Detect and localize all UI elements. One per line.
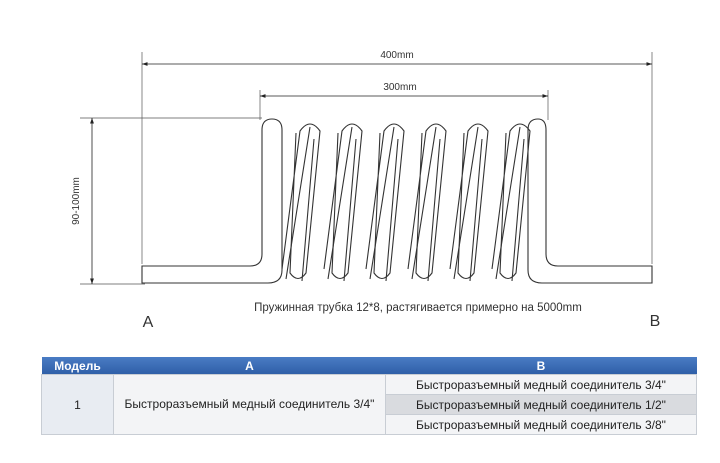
extension-lines: [80, 52, 653, 285]
coil-loop: [323, 123, 363, 280]
model-cell: 1: [41, 374, 114, 435]
b-connector-cell: Быстроразъемный медный соединитель 3/4": [385, 374, 697, 395]
coil-loop-edge: [327, 126, 357, 282]
tube-left-end: [141, 118, 283, 284]
header-b: B: [385, 357, 697, 375]
coil-loop: [407, 123, 447, 280]
coil-loop: [449, 123, 489, 280]
spring-tube-diagram: 400mm 300mm 90-100mm Пружинная трубка 12…: [71, 50, 661, 331]
coil-loop: [281, 123, 321, 280]
table-header-row: Модель A B: [41, 357, 697, 375]
coil-loop-edge: [369, 126, 399, 282]
header-a: A: [113, 357, 386, 375]
tube-right-end: [527, 118, 653, 284]
coil-loop-edge: [495, 126, 525, 282]
end-label-b: B: [650, 313, 661, 330]
table-row: 1 Быстроразъемный медный соединитель 3/4…: [41, 374, 697, 435]
end-label-a: A: [143, 314, 154, 331]
diagram-caption: Пружинная трубка 12*8, растягивается при…: [254, 302, 582, 314]
coil-loop: [365, 123, 405, 280]
a-connector-cell: Быстроразъемный медный соединитель 3/4": [113, 374, 386, 435]
spring-coil: [281, 123, 531, 282]
dim-overall-label: 400mm: [380, 50, 413, 61]
connector-table: Модель A B 1 Быстроразъемный медный соед…: [41, 357, 697, 435]
table-row: Быстроразъемный медный соединитель 1/2": [42, 394, 697, 415]
coil-loop: [491, 123, 531, 280]
b-connector-cell: Быстроразъемный медный соединитель 1/2": [385, 394, 697, 415]
table-row: Быстроразъемный медный соединитель 3/8": [42, 414, 697, 435]
dim-height-label: 90-100mm: [71, 177, 82, 225]
coil-loop-edge: [411, 126, 441, 282]
coil-loop-edge: [453, 126, 483, 282]
dim-coil-label: 300mm: [383, 82, 416, 93]
coil-loop-edge: [285, 126, 315, 282]
b-connector-cell: Быстроразъемный медный соединитель 3/8": [385, 414, 697, 435]
header-model: Модель: [41, 357, 114, 375]
